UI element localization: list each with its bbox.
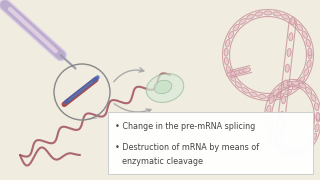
Text: enzymatic cleavage: enzymatic cleavage xyxy=(122,157,203,166)
Ellipse shape xyxy=(304,69,309,76)
Ellipse shape xyxy=(280,111,284,120)
Ellipse shape xyxy=(290,18,296,24)
Ellipse shape xyxy=(228,31,234,39)
Ellipse shape xyxy=(276,93,284,98)
Ellipse shape xyxy=(311,94,316,102)
Ellipse shape xyxy=(255,12,263,16)
Ellipse shape xyxy=(308,48,312,56)
Ellipse shape xyxy=(247,14,254,19)
Ellipse shape xyxy=(267,125,271,132)
Ellipse shape xyxy=(286,151,294,155)
Text: • Destruction of mRNA by means of: • Destruction of mRNA by means of xyxy=(115,143,259,152)
Ellipse shape xyxy=(239,19,246,24)
Ellipse shape xyxy=(233,24,239,31)
Ellipse shape xyxy=(273,89,279,96)
Ellipse shape xyxy=(266,115,270,123)
Ellipse shape xyxy=(307,141,312,148)
Ellipse shape xyxy=(239,69,247,73)
Ellipse shape xyxy=(316,112,320,120)
Ellipse shape xyxy=(270,134,275,141)
Ellipse shape xyxy=(264,11,272,15)
Ellipse shape xyxy=(250,92,257,97)
Ellipse shape xyxy=(284,89,292,94)
Ellipse shape xyxy=(293,150,301,155)
Ellipse shape xyxy=(285,81,292,86)
Ellipse shape xyxy=(154,80,172,94)
Ellipse shape xyxy=(287,49,291,57)
Ellipse shape xyxy=(297,24,303,31)
Ellipse shape xyxy=(312,133,316,141)
Ellipse shape xyxy=(282,14,289,19)
Ellipse shape xyxy=(289,33,293,41)
Ellipse shape xyxy=(285,64,289,72)
Ellipse shape xyxy=(230,74,236,81)
Text: • Change in the pre-mRNA splicing: • Change in the pre-mRNA splicing xyxy=(115,122,255,131)
Ellipse shape xyxy=(316,114,320,122)
Ellipse shape xyxy=(231,71,238,75)
Ellipse shape xyxy=(278,127,282,135)
Ellipse shape xyxy=(278,84,285,89)
Ellipse shape xyxy=(274,141,280,148)
Ellipse shape xyxy=(146,74,184,102)
Ellipse shape xyxy=(292,84,299,90)
Ellipse shape xyxy=(299,83,306,88)
Ellipse shape xyxy=(269,96,274,104)
Ellipse shape xyxy=(235,70,243,74)
Ellipse shape xyxy=(235,82,242,88)
Ellipse shape xyxy=(292,81,300,85)
Ellipse shape xyxy=(224,48,228,56)
Ellipse shape xyxy=(307,60,311,68)
Ellipse shape xyxy=(315,124,319,132)
Ellipse shape xyxy=(302,31,308,38)
Ellipse shape xyxy=(291,17,295,25)
Ellipse shape xyxy=(258,94,266,99)
Ellipse shape xyxy=(282,96,286,104)
Ellipse shape xyxy=(306,39,310,47)
Ellipse shape xyxy=(267,105,271,113)
Ellipse shape xyxy=(273,12,281,16)
Ellipse shape xyxy=(224,57,228,65)
Ellipse shape xyxy=(315,103,319,111)
Ellipse shape xyxy=(299,77,305,84)
Ellipse shape xyxy=(284,80,287,88)
Ellipse shape xyxy=(300,147,307,152)
Ellipse shape xyxy=(226,66,231,74)
Ellipse shape xyxy=(243,68,251,72)
Ellipse shape xyxy=(279,147,286,153)
FancyBboxPatch shape xyxy=(108,112,313,174)
Ellipse shape xyxy=(306,87,312,94)
Ellipse shape xyxy=(267,95,275,99)
Ellipse shape xyxy=(242,88,249,93)
Ellipse shape xyxy=(226,39,230,47)
Ellipse shape xyxy=(308,51,312,59)
Ellipse shape xyxy=(227,72,235,76)
